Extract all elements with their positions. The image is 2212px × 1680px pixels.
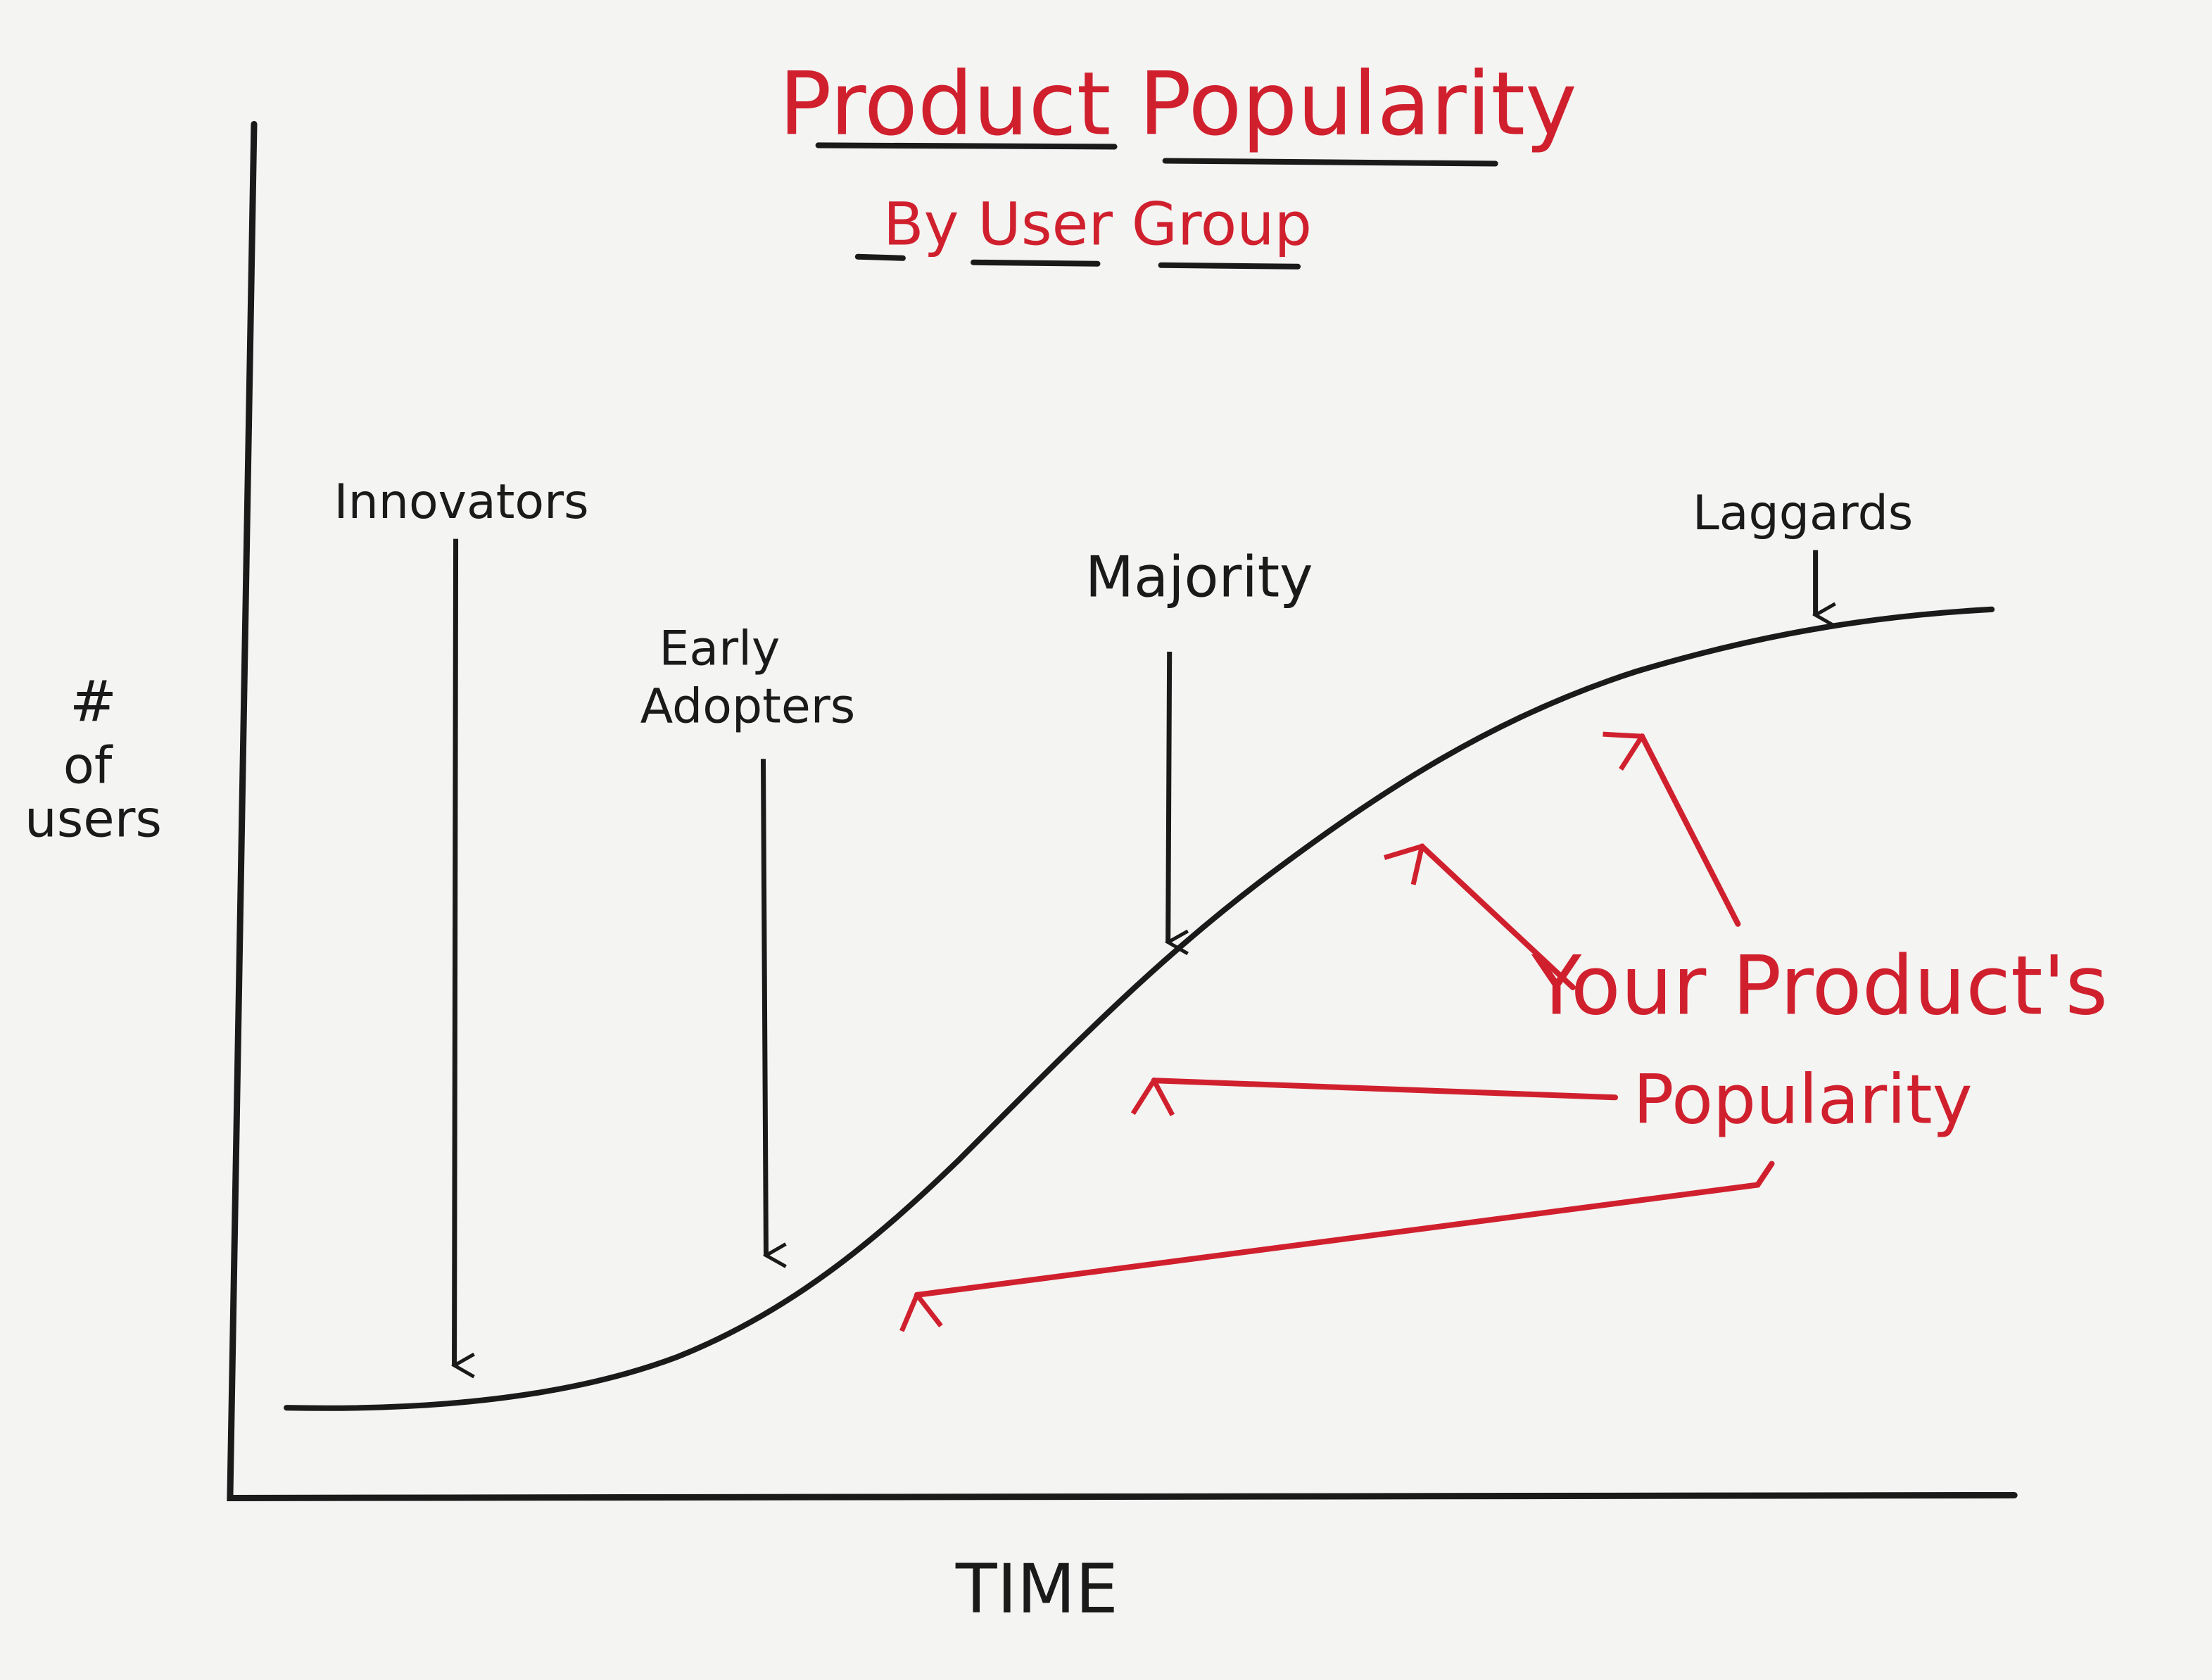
stage-label: Innovators [334,474,589,530]
subtitle: By User Group [883,190,1312,259]
stage-label: Early [659,621,780,676]
title-underline [815,142,1498,167]
title: Product Popularity [779,53,1577,155]
callout-arrows [917,736,1775,1295]
axes [227,120,2018,1501]
stage-arrow [1168,651,1170,942]
y-label: users [25,790,162,849]
stage-arrow [455,538,456,1365]
callout: Your Product's [1531,939,2108,1034]
stage-label: Laggards [1693,486,1913,541]
stage-label: Adopters [640,679,856,735]
x-label: TIME [955,1550,1118,1629]
y-label: of [63,736,113,795]
stage-label: Majority [1085,545,1313,610]
callout: Popularity [1633,1061,1973,1139]
subtitle-underline [854,253,1301,270]
adoption-curve [284,606,1995,1411]
y-label: # [70,669,117,734]
stage-arrow [760,759,766,1255]
